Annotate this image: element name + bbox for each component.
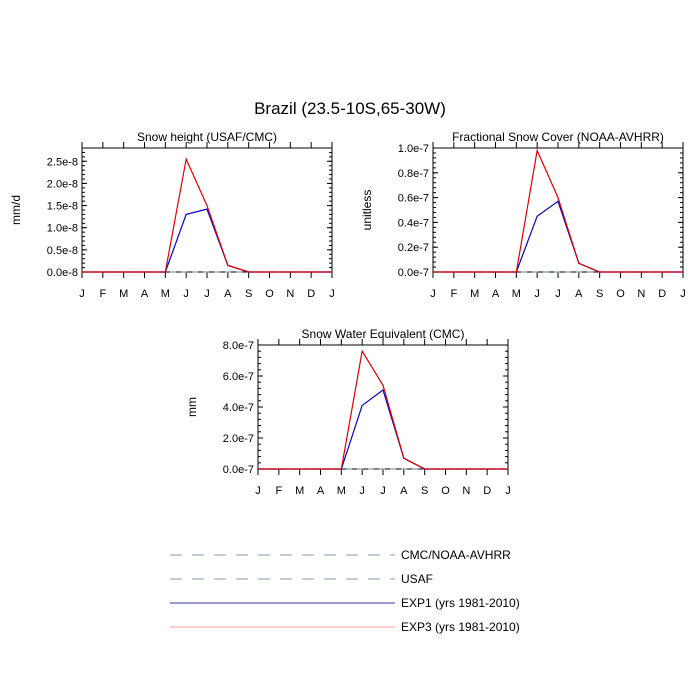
y-tick-label: 6.0e-7 [223,371,254,383]
x-tick-label: D [307,288,315,300]
x-tick-label: J [359,485,365,497]
y-tick-label: 0.0e-8 [47,267,78,279]
series-line-exp1 [258,388,508,470]
legend-label: CMC/NOAA-AVHRR [401,548,511,562]
x-tick-label: N [286,288,294,300]
x-tick-label: J [79,288,85,300]
x-tick-label: J [555,288,561,300]
x-tick-label: A [575,288,583,300]
x-tick-label: N [637,288,645,300]
x-tick-label: F [275,485,282,497]
y-tick-label: 1.0e-8 [47,223,78,235]
x-tick-label: A [224,288,232,300]
y-tick-label: 0.0e-7 [398,267,429,279]
y-tick-label: 0.6e-7 [398,193,429,205]
y-tick-label: 0.0e-7 [223,464,254,476]
y-tick-label: 1.5e-8 [47,201,78,213]
x-tick-label: J [380,485,386,497]
plot-frame [257,344,509,470]
x-tick-label: J [534,288,540,300]
x-tick-label: F [450,288,457,300]
x-tick-label: J [255,485,261,497]
x-tick-label: J [680,288,686,300]
y-tick-label: 2.0e-8 [47,178,78,190]
y-tick-label: 0.8e-7 [398,168,429,180]
y-axis-label: mm/d [9,195,23,225]
x-tick-label: S [421,485,428,497]
x-tick-label: A [400,485,408,497]
chart-title: Fractional Snow Cover (NOAA-AVHRR) [452,130,664,144]
chart-panel-0: Snow height (USAF/CMC) mm/d 0.0e-8 0.5e-8 1.… [9,130,335,300]
legend: CMC/NOAA-AVHRR USAF EXP1 (yrs 1981-2010) EX… [170,548,520,634]
x-tick-label: D [483,485,491,497]
x-tick-label: M [161,288,170,300]
x-tick-label: A [492,288,500,300]
y-axis-label: mm [185,397,199,417]
legend-label: EXP3 (yrs 1981-2010) [401,620,520,634]
chart-title: Snow height (USAF/CMC) [137,130,277,144]
series-line-exp3 [433,148,683,273]
x-tick-label: M [295,485,304,497]
chart-panels: Snow height (USAF/CMC) mm/d 0.0e-8 0.5e-8 1.… [9,130,686,497]
y-tick-label: 0.4e-7 [398,217,429,229]
chart-panel-1: Fractional Snow Cover (NOAA-AVHRR) unitle… [360,130,686,300]
y-tick-label: 2.0e-7 [223,433,254,445]
x-tick-label: O [616,288,625,300]
series-line-exp3 [82,157,332,273]
x-tick-label: J [183,288,189,300]
x-tick-label: M [512,288,521,300]
x-tick-label: S [245,288,252,300]
x-tick-label: J [204,288,210,300]
page-title: Brazil (23.5-10S,65-30W) [254,99,446,118]
x-tick-label: M [337,485,346,497]
chart-title: Snow Water Equivalent (CMC) [302,327,465,341]
x-tick-label: O [441,485,450,497]
x-tick-label: J [505,485,511,497]
series-line-exp3 [258,349,508,470]
y-tick-label: 4.0e-7 [223,402,254,414]
x-tick-label: M [119,288,128,300]
x-tick-label: N [462,485,470,497]
x-tick-label: D [658,288,666,300]
y-tick-label: 8.0e-7 [223,340,254,352]
y-tick-label: 1.0e-7 [398,143,429,155]
x-tick-label: J [430,288,436,300]
series-line-exp1 [433,200,683,273]
x-tick-label: J [329,288,335,300]
x-tick-label: O [265,288,274,300]
x-tick-label: A [141,288,149,300]
chart-panel-2: Snow Water Equivalent (CMC) mm 0.0e-7 2.0e-… [185,327,511,497]
x-tick-label: A [317,485,325,497]
legend-label: USAF [401,572,433,586]
plot-frame [432,147,684,273]
x-tick-label: M [470,288,479,300]
x-tick-label: S [596,288,603,300]
y-tick-label: 0.5e-8 [47,245,78,257]
series-line-exp1 [82,208,332,273]
legend-label: EXP1 (yrs 1981-2010) [401,596,520,610]
y-axis-label: unitless [360,190,374,231]
y-tick-label: 2.5e-8 [47,156,78,168]
x-tick-label: F [99,288,106,300]
y-tick-label: 0.2e-7 [398,242,429,254]
